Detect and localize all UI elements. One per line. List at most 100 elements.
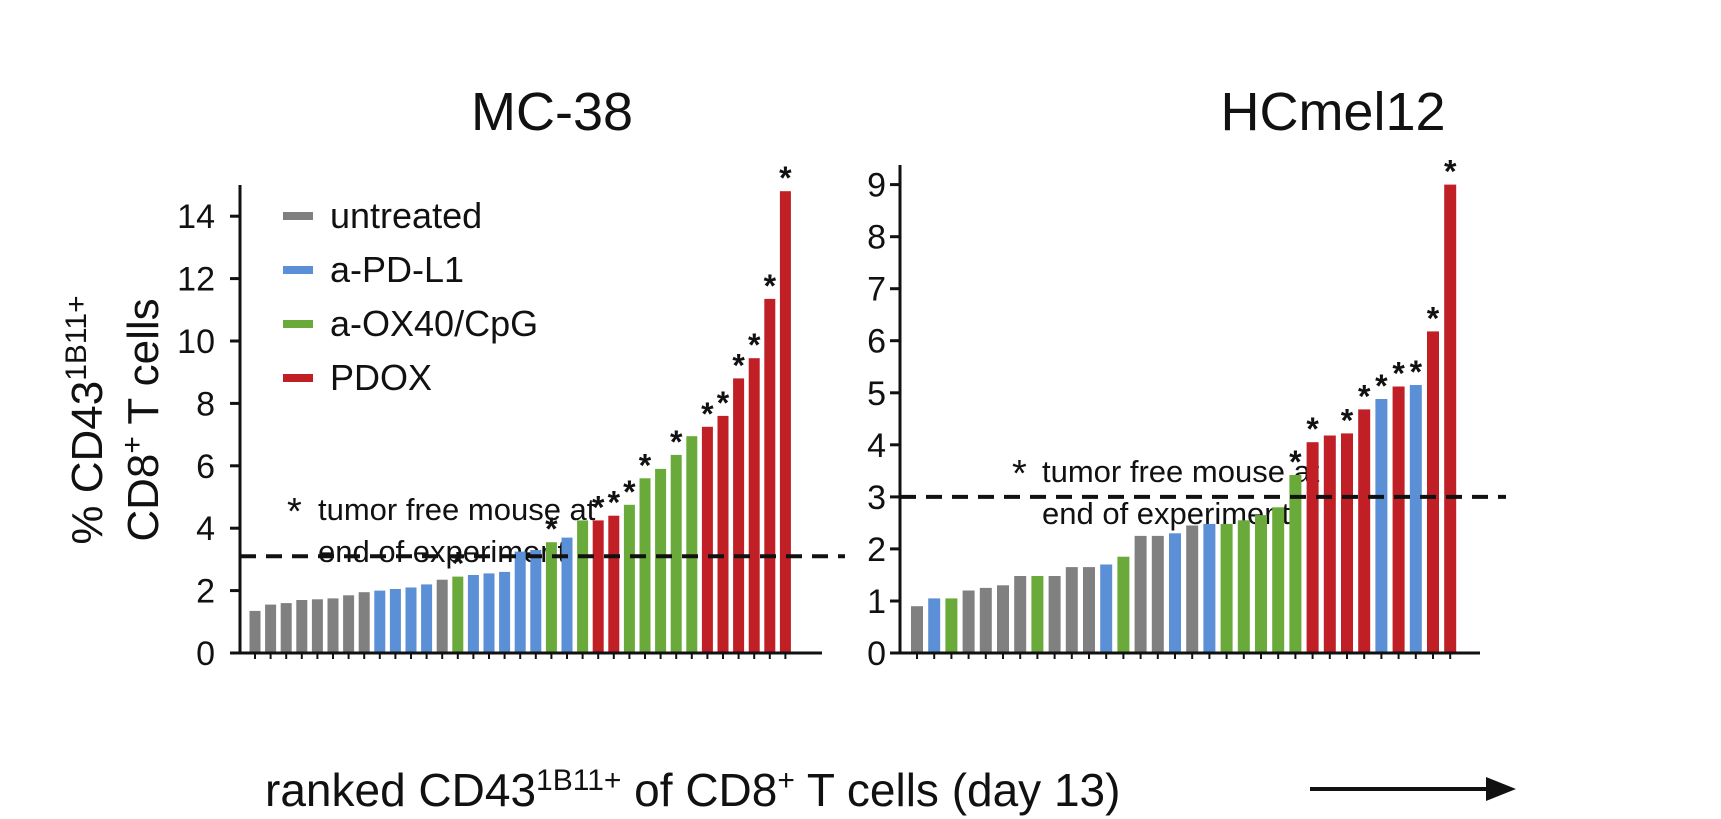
bar-untreated [327,598,339,653]
tumor-free-star: * [717,385,730,421]
y-tick-label: 3 [867,479,886,517]
y-tick-label: 14 [177,198,215,236]
bar-a-pd-l1 [530,550,542,653]
y-tick-label: 10 [177,323,215,361]
bar-a-pd-l1 [514,551,526,653]
tumor-free-star: * [1306,411,1319,447]
bar-a-pd-l1 [483,573,495,653]
bar-a-ox40-cpg [545,542,557,653]
y-tick-label: 6 [196,448,215,486]
y-tick-label: 0 [867,635,886,673]
bar-a-pd-l1 [1169,533,1181,653]
tumor-free-star: * [1444,154,1457,190]
bar-pdox [748,358,760,653]
tumor-free-star: * [1375,368,1388,404]
bar-untreated [280,603,292,653]
bar-pdox [1392,386,1405,653]
bar-a-ox40-cpg [1272,507,1285,653]
bar-pdox [1323,435,1336,653]
bar-pdox [1306,442,1319,653]
y-tick-label: 8 [196,385,215,423]
bar-untreated [1134,535,1147,653]
bar-a-pd-l1 [374,590,386,653]
bar-a-pd-l1 [421,584,433,653]
bar-untreated [1014,576,1027,653]
bar-untreated [962,590,975,653]
y-tick-label: 2 [196,573,215,611]
legend-label-untreated: untreated [330,195,482,236]
bar-a-pd-l1 [1100,564,1113,653]
bar-a-ox40-cpg [1220,523,1233,653]
bar-pdox [1341,433,1353,653]
tumor-free-star: * [764,268,777,304]
tumor-free-star: * [623,474,636,510]
bar-a-ox40-cpg [670,454,682,653]
tumor-free-star: * [1341,402,1354,438]
tumor-free-star: * [592,489,605,525]
hcmel12-title: HCmel12 [1220,82,1445,142]
tumor-free-star: * [1358,378,1371,414]
y-tick-label: 1 [867,583,886,621]
bar-untreated [997,585,1009,653]
tumor-free-star: * [732,347,745,383]
bar-a-pd-l1 [1375,399,1388,653]
bar-a-ox40-cpg [1237,520,1250,653]
bar-a-pd-l1 [389,589,401,653]
legend-swatch-a-ox40-cpg [283,320,313,328]
bar-pdox [608,515,620,653]
hcmel12-annotation-line1: tumor free mouse at [1042,454,1320,489]
bar-a-ox40-cpg [623,504,635,653]
legend-swatch-untreated [283,212,313,220]
bar-pdox [1358,409,1371,653]
legend: untreated a-PD-L1 a-OX40/CpG PDOX [283,195,538,398]
bar-pdox [592,520,604,653]
legend-label-a-pd-l1: a-PD-L1 [330,249,464,290]
ylabel-line2: CD8+ T cells [116,298,169,541]
bar-a-pd-l1 [928,598,941,653]
bar-a-ox40-cpg [686,436,698,653]
bar-a-ox40-cpg [655,468,667,653]
bar-pdox [764,298,776,653]
bar-a-ox40-cpg [1117,556,1130,653]
bar-pdox [733,378,745,653]
tumor-free-star: * [639,447,652,483]
bar-a-ox40-cpg [945,598,958,653]
bar-untreated [911,606,923,653]
tumor-free-star: * [1289,444,1302,480]
bar-a-ox40-cpg [1031,576,1044,653]
legend-swatch-pdox [283,374,313,382]
bar-a-ox40-cpg [639,478,651,653]
bar-untreated [265,604,277,653]
bar-untreated [358,592,370,653]
bar-untreated [1048,576,1061,653]
bar-a-pd-l1 [561,537,573,653]
y-tick-label: 7 [867,271,886,309]
bar-a-pd-l1 [467,575,479,653]
bar-untreated [979,587,992,653]
bar-untreated [343,595,355,653]
y-tick-label: 6 [867,323,886,361]
y-tick-label: 4 [196,510,215,548]
bar-untreated [1151,535,1164,653]
tumor-free-star: * [670,424,683,460]
y-tick-label: 12 [177,261,215,299]
y-tick-label: 5 [867,375,886,413]
bar-a-pd-l1 [1409,385,1422,653]
tumor-free-star: * [452,546,465,582]
mc38-annotation-line1: tumor free mouse at [318,492,596,527]
y-tick-label: 8 [867,219,886,257]
bar-pdox [717,415,729,653]
x-axis-label: ranked CD431B11+ of CD8+ T cells (day 13… [265,764,1120,817]
ylabel-line1: % CD431B11+ [60,295,113,544]
bar-untreated [249,610,261,653]
mc38-title: MC-38 [471,82,633,142]
bar-a-ox40-cpg [1255,515,1267,653]
tumor-free-star: * [1410,354,1423,390]
legend-swatch-a-pd-l1 [283,266,313,274]
bar-a-ox40-cpg [452,576,464,653]
tumor-free-star: * [608,485,621,521]
bar-a-ox40-cpg [1289,475,1302,653]
y-tick-label: 4 [867,427,886,465]
